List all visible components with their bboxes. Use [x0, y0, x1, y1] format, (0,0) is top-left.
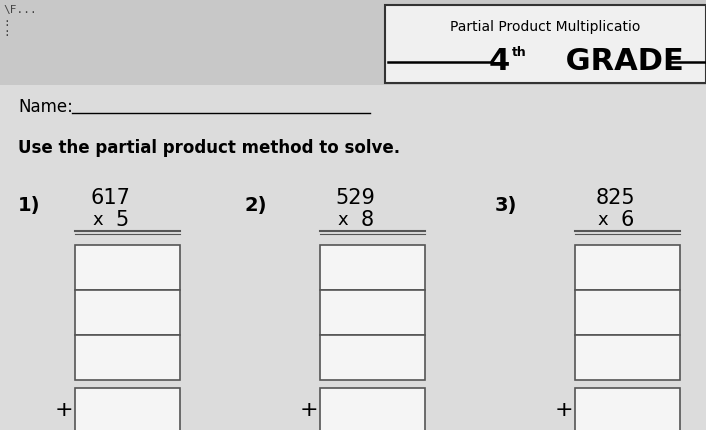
Text: Partial Product Multiplicatio: Partial Product Multiplicatio [450, 20, 640, 34]
Bar [320, 335, 425, 380]
Bar [575, 335, 680, 380]
Bar [575, 388, 680, 430]
Bar [75, 245, 180, 290]
Text: 5: 5 [115, 210, 128, 230]
Text: 825: 825 [595, 188, 635, 208]
Text: \F...: \F... [3, 5, 37, 15]
Bar [75, 388, 180, 430]
Text: 8: 8 [361, 210, 373, 230]
Text: :: : [3, 28, 10, 38]
Text: x: x [337, 211, 347, 229]
Bar [75, 290, 180, 335]
Text: x: x [92, 211, 102, 229]
Bar [385, 5, 706, 83]
Bar [320, 290, 425, 335]
Text: +: + [55, 400, 73, 421]
Text: 2): 2) [245, 196, 268, 215]
Text: 3): 3) [495, 196, 517, 215]
Text: th: th [512, 46, 527, 58]
Text: GRADE: GRADE [555, 47, 683, 77]
Text: 617: 617 [90, 188, 130, 208]
Bar [320, 245, 425, 290]
Text: Name:: Name: [18, 98, 73, 116]
Text: 1): 1) [18, 196, 40, 215]
Bar [575, 245, 680, 290]
Text: :: : [3, 18, 10, 28]
Bar [575, 290, 680, 335]
Text: x: x [597, 211, 608, 229]
Text: 4: 4 [489, 47, 510, 77]
Text: Use the partial product method to solve.: Use the partial product method to solve. [18, 139, 400, 157]
Bar [75, 335, 180, 380]
Bar [320, 388, 425, 430]
Text: 6: 6 [621, 210, 634, 230]
Text: +: + [300, 400, 318, 421]
Text: 529: 529 [335, 188, 375, 208]
Text: +: + [555, 400, 573, 421]
Bar [0, 85, 706, 430]
